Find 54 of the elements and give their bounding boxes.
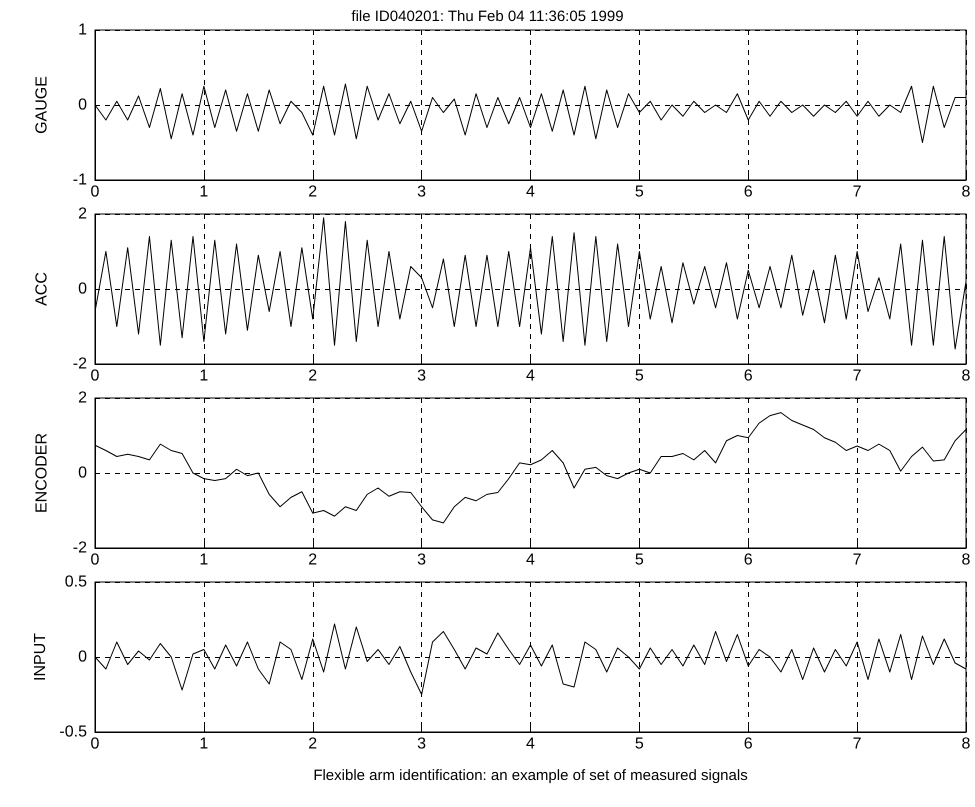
x-tick-label: 0: [90, 184, 100, 200]
y-tick-label: -2: [72, 356, 88, 372]
x-tick-label: 7: [852, 368, 862, 384]
x-axis-title: Flexible arm identification: an example of set of measured signals: [313, 767, 748, 784]
x-tick-label: 5: [634, 368, 644, 384]
x-tick-label: 2: [308, 368, 318, 384]
x-tick-label: 1: [199, 736, 208, 752]
y-tick-label: 2: [78, 206, 88, 222]
x-tick-label: 6: [744, 184, 753, 200]
x-tick-label: 4: [526, 736, 536, 752]
x-tick-label: 3: [417, 736, 426, 752]
x-tick-label: 1: [199, 368, 208, 384]
x-tick-label: 8: [962, 552, 971, 568]
y-tick-label: 0.5: [64, 574, 88, 590]
x-tick-label: 3: [417, 552, 426, 568]
y-tick-label: 2: [78, 390, 88, 406]
x-tick-label: 6: [744, 368, 753, 384]
y-axis-title: INPUT: [32, 632, 50, 681]
y-tick-label: 0: [78, 648, 88, 666]
x-tick-label: 1: [199, 552, 208, 568]
x-tick-label: 5: [634, 552, 644, 568]
x-tick-label: 7: [852, 736, 862, 752]
y-axis-title: ACC: [34, 272, 50, 306]
y-axis-title: ENCODER: [34, 432, 50, 514]
x-tick-label: 0: [90, 736, 100, 752]
x-tick-label: 1: [199, 184, 208, 200]
x-tick-label: 4: [526, 184, 536, 200]
y-tick-label: 0: [78, 280, 88, 298]
x-tick-label: 5: [634, 736, 644, 752]
x-tick-label: 8: [962, 368, 971, 384]
x-tick-label: 6: [744, 736, 753, 752]
x-tick-label: 4: [526, 552, 536, 568]
y-tick-label: 1: [78, 22, 88, 38]
x-tick-label: 8: [962, 184, 971, 200]
y-tick-label: -0.5: [59, 724, 88, 740]
x-tick-label: 0: [90, 552, 100, 568]
x-tick-label: 7: [852, 184, 862, 200]
y-tick-label: -1: [72, 172, 88, 188]
x-tick-label: 5: [634, 184, 644, 200]
x-tick-label: 2: [308, 736, 318, 752]
x-tick-label: 2: [308, 552, 318, 568]
x-tick-label: 3: [417, 184, 426, 200]
x-tick-label: 7: [852, 552, 862, 568]
y-tick-label: 0: [78, 96, 88, 114]
y-axis-title: GAUGE: [34, 76, 50, 134]
y-tick-label: 0: [78, 464, 88, 482]
x-tick-label: 4: [526, 368, 536, 384]
x-tick-label: 8: [962, 736, 971, 752]
x-tick-label: 0: [90, 368, 100, 384]
x-tick-label: 3: [417, 368, 426, 384]
y-tick-label: -2: [72, 540, 88, 556]
x-tick-label: 6: [744, 552, 753, 568]
chart-title: file ID040201: Thu Feb 04 11:36:05 1999: [351, 8, 624, 25]
x-tick-label: 2: [308, 184, 318, 200]
